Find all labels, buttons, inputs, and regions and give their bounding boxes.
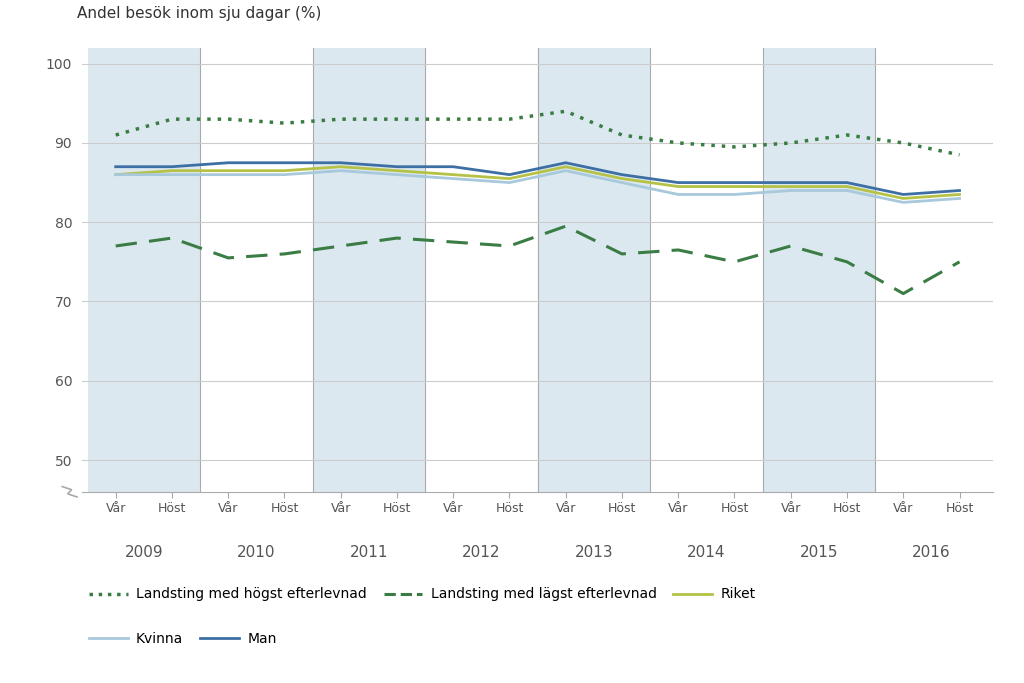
Text: 2016: 2016 <box>912 544 950 559</box>
Bar <box>312 48 425 492</box>
Text: Andel besök inom sju dagar (%): Andel besök inom sju dagar (%) <box>78 6 322 21</box>
Bar <box>763 48 876 492</box>
Bar <box>538 48 650 492</box>
Text: 2010: 2010 <box>238 544 275 559</box>
Text: 2009: 2009 <box>125 544 163 559</box>
Bar <box>87 48 200 492</box>
Text: 2013: 2013 <box>574 544 613 559</box>
Text: 2014: 2014 <box>687 544 726 559</box>
Text: 2011: 2011 <box>349 544 388 559</box>
Text: 2012: 2012 <box>462 544 501 559</box>
Text: 2015: 2015 <box>800 544 838 559</box>
Legend: Kvinna, Man: Kvinna, Man <box>89 632 276 646</box>
